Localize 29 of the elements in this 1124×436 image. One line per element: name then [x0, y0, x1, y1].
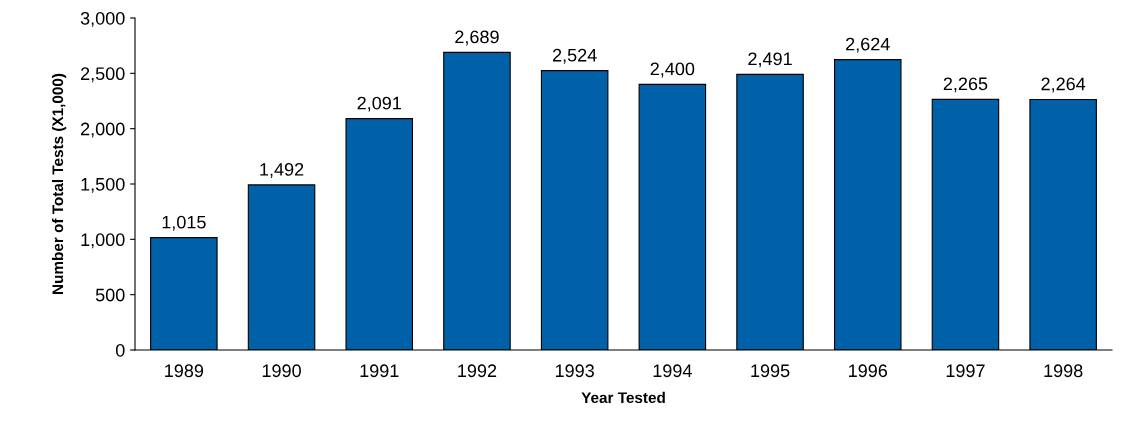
x-tick-label: 1995: [751, 364, 790, 378]
y-tick-label: 3,000: [80, 11, 125, 27]
x-tick-label: 1990: [262, 364, 301, 378]
x-tick-label: 1991: [360, 364, 399, 378]
data-label: 1,015: [162, 215, 206, 231]
x-tick-label: 1994: [653, 364, 692, 378]
data-label: 2,524: [552, 48, 597, 64]
y-axis-title: Number of Total Tests (X1,000): [51, 73, 67, 294]
data-label: 1,492: [260, 162, 304, 178]
y-tick-label: 1,000: [81, 233, 125, 249]
data-label: 2,400: [650, 62, 695, 78]
y-tick-label: 500: [95, 288, 125, 302]
data-label: 2,091: [357, 96, 401, 112]
x-tick-label: 1992: [458, 364, 497, 378]
x-tick-label: 1997: [946, 364, 985, 378]
y-tick-label: 2,000: [81, 122, 125, 138]
x-tick-label: 1989: [165, 364, 204, 378]
x-tick-label: 1996: [849, 364, 888, 378]
data-label: 2,491: [748, 52, 792, 68]
data-label: 2,264: [1041, 77, 1086, 93]
x-tick-label: 1998: [1044, 364, 1083, 378]
data-label: 2,624: [846, 37, 890, 53]
data-label: 2,689: [455, 30, 499, 46]
y-tick-label: 0: [115, 343, 125, 357]
y-tick-label: 1,500: [81, 177, 125, 193]
x-tick-label: 1993: [555, 364, 594, 378]
y-tick-label: 2,500: [81, 67, 125, 83]
x-axis-title: Year Tested: [581, 391, 665, 404]
data-label: 2,265: [943, 77, 988, 93]
